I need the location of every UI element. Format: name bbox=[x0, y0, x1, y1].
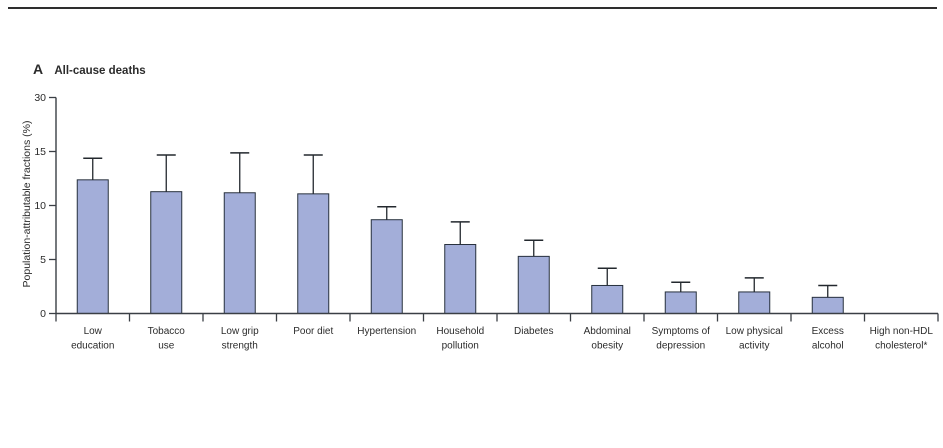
panel-title-text: All-cause deaths bbox=[54, 65, 146, 77]
bar-5 bbox=[444, 244, 477, 314]
category-label-5-line-1: pollution bbox=[442, 341, 479, 352]
category-label-2-line-1: strength bbox=[222, 341, 258, 352]
category-label-1-line-0: Tobacco bbox=[148, 326, 186, 337]
category-label-10-line-1: alcohol bbox=[812, 341, 844, 352]
category-label-7-line-0: Abdominal bbox=[584, 326, 631, 337]
y-axis-title: Population-attributable fractions (%) bbox=[21, 120, 33, 288]
panel-title: A All-cause deaths bbox=[33, 61, 146, 77]
bar-7 bbox=[591, 284, 624, 314]
panel-letter: A bbox=[33, 61, 44, 77]
category-label-5-line-0: Household bbox=[436, 326, 484, 337]
bar-3 bbox=[297, 193, 330, 314]
y-tick-label-4: 30 bbox=[34, 92, 46, 104]
category-label-3-line-0: Poor diet bbox=[293, 326, 333, 337]
category-label-1-line-1: use bbox=[158, 341, 175, 352]
bar-0 bbox=[76, 179, 109, 314]
category-label-9-line-0: Low physical bbox=[726, 326, 783, 337]
category-label-8-line-0: Symptoms of bbox=[652, 326, 711, 337]
figure-top-rule bbox=[8, 7, 937, 9]
category-label-11-line-0: High non-HDL bbox=[870, 326, 934, 337]
category-label-6-line-0: Diabetes bbox=[514, 326, 553, 337]
bar-9 bbox=[738, 291, 771, 315]
category-label-2-line-0: Low grip bbox=[221, 326, 259, 337]
bar-4 bbox=[370, 219, 403, 315]
category-label-0-line-1: education bbox=[71, 341, 114, 352]
category-label-10-line-0: Excess bbox=[812, 326, 844, 337]
category-label-4-line-0: Hypertension bbox=[357, 326, 416, 337]
category-label-8-line-1: depression bbox=[656, 341, 705, 352]
bar-10 bbox=[811, 296, 844, 314]
bar-8 bbox=[664, 291, 697, 315]
bar-6 bbox=[517, 255, 550, 314]
category-label-7-line-1: obesity bbox=[591, 341, 623, 352]
y-tick-label-0: 0 bbox=[40, 308, 46, 320]
category-label-0-line-0: Low bbox=[84, 326, 103, 337]
bar-2 bbox=[223, 192, 256, 315]
category-label-11-line-1: cholesterol* bbox=[875, 341, 927, 352]
y-tick-label-2: 10 bbox=[34, 200, 46, 212]
y-tick-label-3: 15 bbox=[34, 146, 46, 158]
category-label-9-line-1: activity bbox=[739, 341, 770, 352]
y-tick-label-1: 5 bbox=[40, 254, 46, 266]
bar-1 bbox=[150, 191, 183, 315]
